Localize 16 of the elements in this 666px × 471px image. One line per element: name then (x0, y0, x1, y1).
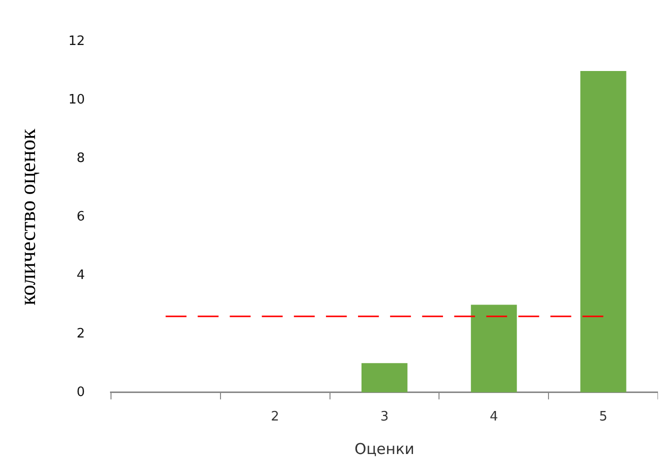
x-tick-label: 5 (599, 410, 608, 425)
x-tick-label: 3 (380, 410, 389, 425)
y-tick-label: 6 (76, 209, 85, 224)
y-tick-label: 4 (76, 268, 85, 283)
y-tick-label: 0 (76, 384, 85, 400)
y-tick-label: 10 (68, 92, 85, 108)
x-tick-label: 4 (490, 410, 498, 425)
bar (361, 363, 408, 392)
y-tick-label: 12 (68, 34, 85, 50)
y-tick-label: 8 (76, 151, 85, 166)
y-axis-title: количество оценок (14, 128, 40, 306)
y-tick-label: 2 (76, 326, 85, 342)
bar (470, 304, 517, 392)
x-tick-label: 2 (270, 410, 280, 425)
x-axis-title: Оценки (354, 440, 414, 458)
bar (580, 71, 626, 392)
